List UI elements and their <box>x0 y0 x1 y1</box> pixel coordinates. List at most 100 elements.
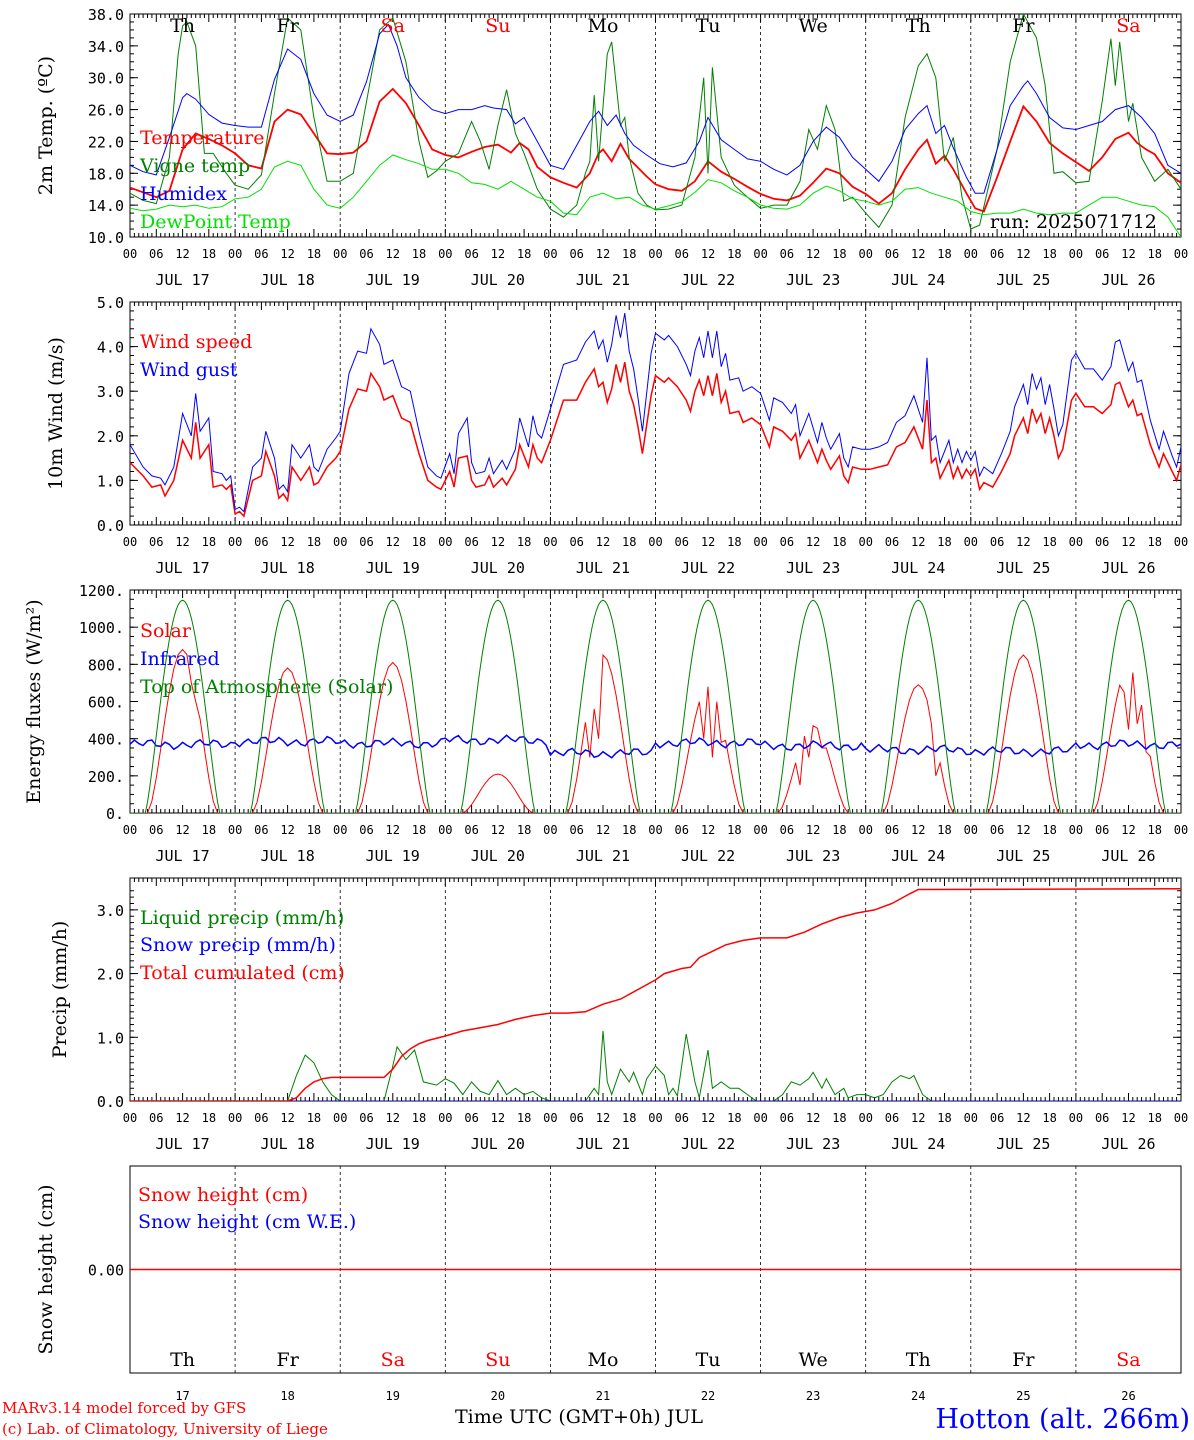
hour-label: 00 <box>333 247 347 261</box>
hour-label: 18 <box>517 535 531 549</box>
weekday-label: Tu <box>696 1349 721 1371</box>
hour-label: 18 <box>307 1111 321 1125</box>
panel-2: 0.0 1.0 2.0 3.0 4.0 5.0 10m Wind (m/s) 00 06 12 18… <box>45 294 1188 577</box>
hour-label: 12 <box>1121 1111 1135 1125</box>
y-tick-label: 30.0 <box>88 70 124 88</box>
date-label: JUL 26 <box>1101 559 1155 577</box>
date-label: JUL 25 <box>996 271 1050 289</box>
hour-label: 18 <box>517 247 531 261</box>
hour-label: 06 <box>990 1111 1004 1125</box>
hour-label: 00 <box>333 535 347 549</box>
y-tick-label: 1.0 <box>97 1029 124 1047</box>
hour-label: 06 <box>990 535 1004 549</box>
series-line <box>130 154 1181 237</box>
y-tick-label: 2.0 <box>97 966 124 984</box>
hour-label: 00 <box>858 823 872 837</box>
hour-label: 12 <box>1016 535 1030 549</box>
day-number-label: 26 <box>1121 1389 1135 1403</box>
hour-label: 18 <box>832 247 846 261</box>
hour-label: 06 <box>675 247 689 261</box>
legend-entry: Vigne temp <box>139 155 250 177</box>
hour-label: 06 <box>569 823 583 837</box>
hour-label: 00 <box>964 1111 978 1125</box>
weekday-label: We <box>799 15 828 37</box>
date-label: JUL 18 <box>261 1135 315 1153</box>
hour-ticks <box>129 878 1182 1101</box>
legend-entry: Temperature <box>140 127 264 149</box>
x-axis-title: Time UTC (GMT+0h) JUL <box>455 1406 703 1428</box>
day-number-label: 21 <box>596 1389 610 1403</box>
hour-label: 06 <box>464 823 478 837</box>
y-tick-label: 0.0 <box>97 517 124 535</box>
date-label: JUL 25 <box>996 1135 1050 1153</box>
hour-label: 18 <box>937 1111 951 1125</box>
date-label: JUL 22 <box>681 847 735 865</box>
date-label: JUL 26 <box>1101 271 1155 289</box>
panel-4: 0.0 1.0 2.0 3.0 Precip (mm/h) 00 06 12 18 JUL 17 0… <box>49 877 1188 1153</box>
hour-label: 00 <box>964 535 978 549</box>
hour-label: 06 <box>569 535 583 549</box>
hour-label: 12 <box>386 535 400 549</box>
date-label: JUL 19 <box>366 559 420 577</box>
hour-label: 06 <box>569 1111 583 1125</box>
hour-label: 06 <box>464 247 478 261</box>
hour-label: 00 <box>123 1111 137 1125</box>
weekday-label: Sa <box>381 15 405 37</box>
y-tick-label: 1000. <box>79 619 124 637</box>
hour-label: 00 <box>648 1111 662 1125</box>
hour-label: 12 <box>1121 247 1135 261</box>
hour-label: 12 <box>806 1111 820 1125</box>
hour-label: 00 <box>648 535 662 549</box>
hour-label: 00 <box>123 247 137 261</box>
hour-label: 12 <box>806 247 820 261</box>
y-tick-label: 26.0 <box>88 102 124 120</box>
hour-label: 12 <box>386 1111 400 1125</box>
series-line <box>130 14 1181 230</box>
series-line <box>130 23 1181 194</box>
hour-label: 18 <box>622 247 636 261</box>
hour-label: 06 <box>569 247 583 261</box>
hour-label: 06 <box>359 1111 373 1125</box>
hour-label: 00 <box>543 1111 557 1125</box>
date-label: JUL 20 <box>471 559 525 577</box>
hour-label: 18 <box>202 247 216 261</box>
hour-label: 18 <box>517 823 531 837</box>
weekday-label: Th <box>170 15 195 37</box>
date-label: JUL 22 <box>681 1135 735 1153</box>
weekday-label: Sa <box>1116 15 1140 37</box>
hour-label: 00 <box>1174 823 1188 837</box>
day-number-label: 18 <box>280 1389 294 1403</box>
day-number-label: 19 <box>386 1389 400 1403</box>
hour-label: 18 <box>307 823 321 837</box>
hour-label: 18 <box>202 535 216 549</box>
weekday-label: Sa <box>381 1349 405 1371</box>
hour-label: 00 <box>123 535 137 549</box>
hour-label: 06 <box>780 247 794 261</box>
hour-label: 06 <box>254 1111 268 1125</box>
hour-label: 12 <box>491 535 505 549</box>
date-label: JUL 24 <box>891 271 945 289</box>
hour-label: 00 <box>228 535 242 549</box>
date-label: JUL 20 <box>471 847 525 865</box>
hour-label: 06 <box>675 1111 689 1125</box>
y-tick-label: 2.0 <box>97 428 124 446</box>
panel-1: 10.0 14.0 18.0 22.0 26.0 30.0 34.0 38.0 2m Temp.… <box>35 6 1188 289</box>
y-tick-label: 38.0 <box>88 6 124 24</box>
hour-label: 00 <box>543 823 557 837</box>
y-tick-label: 3.0 <box>97 902 124 920</box>
hour-label: 00 <box>858 247 872 261</box>
date-label: JUL 24 <box>891 1135 945 1153</box>
day-number-label: 20 <box>491 1389 505 1403</box>
y-tick-label: 18.0 <box>88 165 124 183</box>
legend-entry: Solar <box>140 620 192 642</box>
hour-label: 18 <box>727 247 741 261</box>
y-tick-label: 0. <box>106 805 124 823</box>
series-line <box>130 362 1181 518</box>
legend-entry: Wind gust <box>140 359 238 381</box>
date-label: JUL 26 <box>1101 847 1155 865</box>
hour-label: 00 <box>753 247 767 261</box>
hour-label: 12 <box>911 535 925 549</box>
series-line <box>130 648 1181 813</box>
date-label: JUL 17 <box>155 1135 209 1153</box>
